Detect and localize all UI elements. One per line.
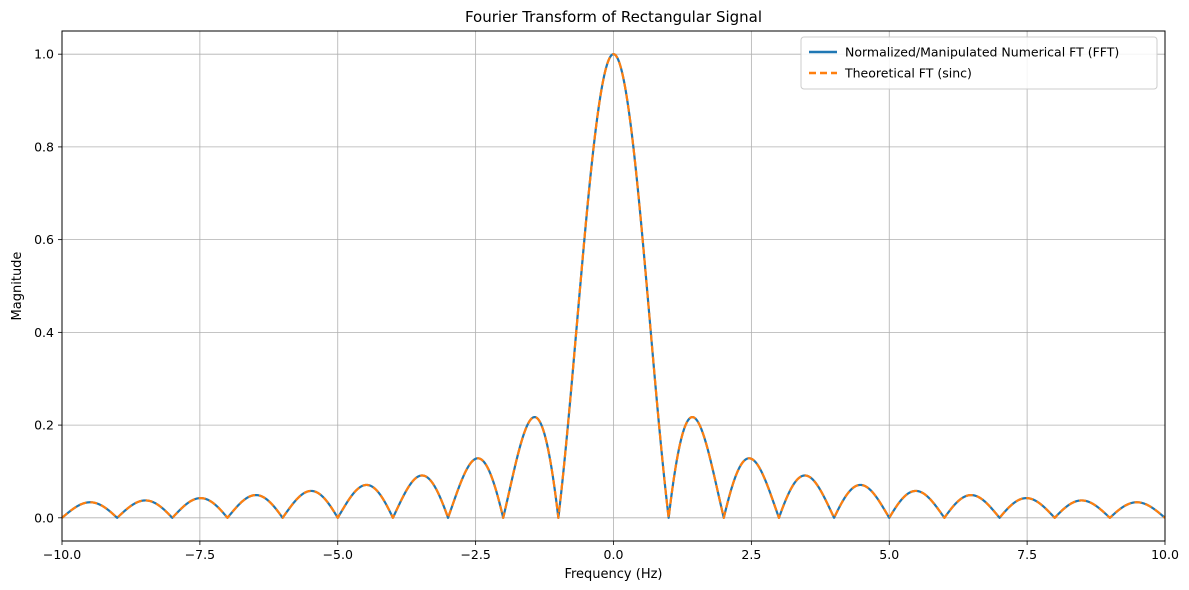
x-tick-label: −2.5 <box>460 547 490 562</box>
x-tick-label: −5.0 <box>323 547 353 562</box>
series-layer <box>61 53 1166 519</box>
grid <box>61 31 1166 541</box>
y-axis-label: Magnitude <box>10 252 25 321</box>
y-tick-label: 0.6 <box>34 232 54 247</box>
series-line-sinc <box>61 53 1166 519</box>
x-tick-label: −10.0 <box>43 547 81 562</box>
chart-title: Fourier Transform of Rectangular Signal <box>465 8 762 26</box>
x-tick-label: 10.0 <box>1151 547 1179 562</box>
legend-entry-fft: Normalized/Manipulated Numerical FT (FFT… <box>845 45 1119 60</box>
y-tick-label: 0.2 <box>34 418 54 433</box>
y-tick-label: 0.4 <box>34 325 54 340</box>
x-tick-label: 7.5 <box>1017 547 1037 562</box>
legend-entry-sinc: Theoretical FT (sinc) <box>844 66 972 81</box>
y-axis-ticks: 0.0 0.2 0.4 0.6 0.8 1.0 <box>34 47 62 525</box>
x-axis-ticks: −10.0 −7.5 −5.0 −2.5 0.0 2.5 5.0 7.5 10.0 <box>43 541 1179 562</box>
x-tick-label: 5.0 <box>879 547 899 562</box>
y-tick-label: 0.8 <box>34 139 54 154</box>
y-tick-label: 0.0 <box>34 510 54 525</box>
x-axis-label: Frequency (Hz) <box>564 567 662 582</box>
x-tick-label: 0.0 <box>604 547 624 562</box>
x-tick-label: 2.5 <box>741 547 761 562</box>
y-tick-label: 1.0 <box>34 47 54 62</box>
x-tick-label: −7.5 <box>185 547 215 562</box>
legend-box <box>800 36 1158 90</box>
legend: Normalized/Manipulated Numerical FT (FFT… <box>800 36 1158 90</box>
